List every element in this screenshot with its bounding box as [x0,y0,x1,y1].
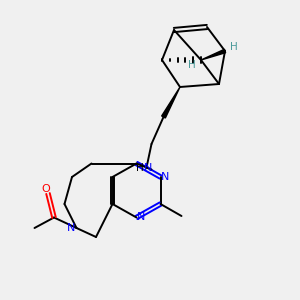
Text: N: N [137,212,145,223]
Polygon shape [201,49,226,60]
Text: H: H [230,42,237,52]
Text: N: N [143,163,152,173]
Polygon shape [162,87,180,118]
Text: H: H [136,163,143,173]
Text: O: O [41,184,50,194]
Text: H: H [188,59,196,70]
Text: N: N [67,223,75,233]
Text: N: N [161,172,169,182]
